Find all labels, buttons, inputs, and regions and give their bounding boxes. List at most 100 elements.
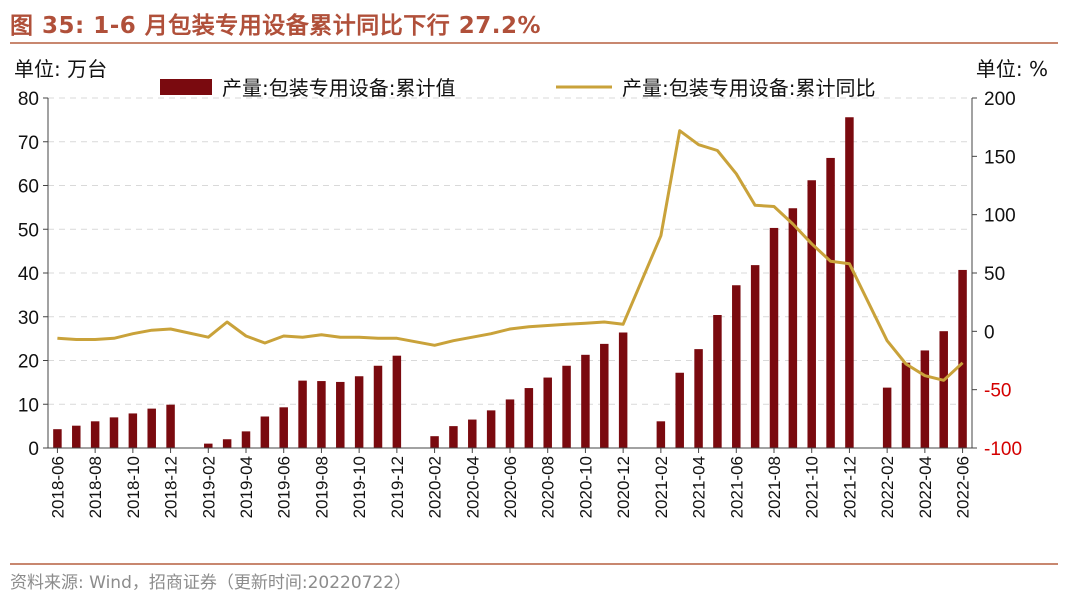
gridlines (48, 97, 972, 405)
x-tick-label: 2022-04 (916, 456, 935, 518)
bar-2020-09 (562, 365, 571, 448)
bar-2020-10 (581, 354, 590, 448)
bar-2018-12 (166, 404, 175, 448)
x-tick-label: 2021-08 (765, 456, 784, 518)
bar-2021-03 (675, 372, 684, 448)
right-tick-label: 0 (984, 322, 995, 343)
left-tick-label: 40 (18, 264, 39, 285)
bar-2021-12 (845, 117, 854, 448)
x-tick-label: 2021-04 (690, 456, 709, 518)
bar-2021-06 (732, 285, 741, 448)
left-tick-label: 70 (18, 133, 39, 154)
right-unit-label: 单位: % (976, 57, 1048, 81)
right-tick-label: 100 (984, 206, 1016, 227)
right-tick-label: 50 (984, 264, 1005, 285)
right-axis-ticks: -100 -50 0 50 100 150 200 (972, 89, 1022, 460)
x-tick-label: 2022-06 (954, 456, 973, 518)
bar-2018-07 (72, 425, 81, 448)
bar-2019-08 (317, 381, 326, 448)
right-tick-label: -100 (984, 439, 1022, 460)
x-tick-label: 2021-10 (803, 456, 822, 518)
bar-2022-05 (939, 331, 948, 448)
x-tick-label: 2018-12 (162, 456, 181, 518)
bar-2019-02 (204, 443, 213, 448)
bar-2021-11 (826, 157, 835, 448)
bar-2021-10 (807, 180, 816, 448)
bar-2019-09 (336, 381, 345, 448)
chart-canvas: 单位: 万台 单位: % 产量:包装专用设备:累计值 产量:包装专用设备:累计同… (14, 57, 1048, 518)
bar-2018-06 (53, 429, 62, 448)
bar-2019-04 (241, 431, 251, 448)
bar-2020-02 (430, 436, 439, 448)
bar-2021-07 (750, 265, 760, 448)
legend-bar-label: 产量:包装专用设备:累计值 (222, 76, 455, 100)
bar-2020-06 (505, 399, 515, 448)
left-tick-label: 30 (18, 308, 39, 329)
bar-series (53, 117, 967, 448)
x-tick-label: 2021-06 (727, 456, 746, 518)
bottom-divider (10, 563, 1058, 565)
x-tick-label: 2019-12 (388, 456, 407, 518)
x-tick-label: 2019-04 (237, 456, 256, 518)
left-unit-label: 单位: 万台 (14, 57, 107, 81)
x-tick-label: 2019-02 (199, 456, 218, 518)
x-tick-label: 2020-08 (539, 456, 558, 518)
bar-2020-12 (618, 332, 628, 448)
bar-2022-02 (882, 387, 892, 448)
legend-bar-swatch (160, 79, 212, 95)
x-tick-label: 2019-10 (350, 456, 369, 518)
x-tick-label: 2020-04 (463, 456, 482, 518)
chart-title: 图 35: 1-6 月包装专用设备累计同比下行 27.2% (10, 13, 542, 39)
bar-2021-05 (713, 315, 722, 448)
bar-2019-11 (373, 365, 383, 448)
x-tick-label: 2019-06 (275, 456, 294, 518)
left-tick-label: 0 (28, 439, 39, 460)
left-axis-ticks: 0 10 20 30 40 50 60 70 80 (18, 89, 48, 460)
bar-2018-10 (128, 413, 138, 448)
right-tick-label: 150 (984, 147, 1016, 168)
bar-2020-07 (524, 388, 534, 448)
bar-2021-04 (694, 349, 703, 448)
x-tick-label: 2018-08 (86, 456, 105, 518)
bar-2020-03 (449, 426, 458, 448)
bar-2021-02 (656, 421, 666, 448)
bar-2018-08 (90, 421, 100, 448)
right-tick-label: -50 (984, 381, 1011, 402)
bar-2022-03 (901, 362, 911, 448)
source-note: 资料来源: Wind，招商证券（更新时间:20220722） (10, 573, 412, 593)
left-tick-label: 60 (18, 177, 39, 198)
x-tick-label: 2020-10 (576, 456, 595, 518)
bar-2021-09 (788, 208, 798, 448)
bar-2021-08 (769, 227, 779, 448)
x-tick-label: 2020-06 (501, 456, 520, 518)
x-axis-ticks: 2018-06 2018-08 2018-10 2018-12 2019-02 2019-… (48, 448, 973, 518)
right-tick-label: 200 (984, 89, 1016, 110)
bar-2019-12 (392, 355, 402, 448)
bar-2019-03 (222, 439, 232, 448)
x-tick-label: 2022-02 (878, 456, 897, 518)
legend-line-label: 产量:包装专用设备:累计同比 (622, 76, 875, 100)
x-tick-label: 2020-02 (426, 456, 445, 518)
bar-2019-05 (260, 416, 270, 448)
bar-2018-11 (147, 408, 156, 448)
x-tick-label: 2020-12 (614, 456, 633, 518)
bar-2020-04 (468, 419, 477, 448)
bar-2022-06 (958, 269, 967, 448)
top-divider (10, 42, 1058, 44)
left-tick-label: 80 (18, 89, 39, 110)
bar-2019-07 (298, 380, 307, 448)
legend: 产量:包装专用设备:累计值 产量:包装专用设备:累计同比 (160, 76, 875, 100)
left-tick-label: 50 (18, 220, 39, 241)
bar-2019-10 (354, 376, 364, 448)
bar-2019-06 (279, 407, 288, 448)
x-tick-label: 2018-06 (48, 456, 67, 518)
bar-2020-11 (600, 343, 609, 448)
left-tick-label: 20 (18, 352, 39, 373)
line-series (57, 129, 964, 382)
bar-2022-04 (920, 350, 930, 448)
x-tick-label: 2018-10 (124, 456, 143, 518)
x-tick-label: 2021-02 (652, 456, 671, 518)
x-tick-label: 2021-12 (840, 456, 859, 518)
bar-2020-05 (486, 410, 496, 448)
left-tick-label: 10 (18, 395, 39, 416)
